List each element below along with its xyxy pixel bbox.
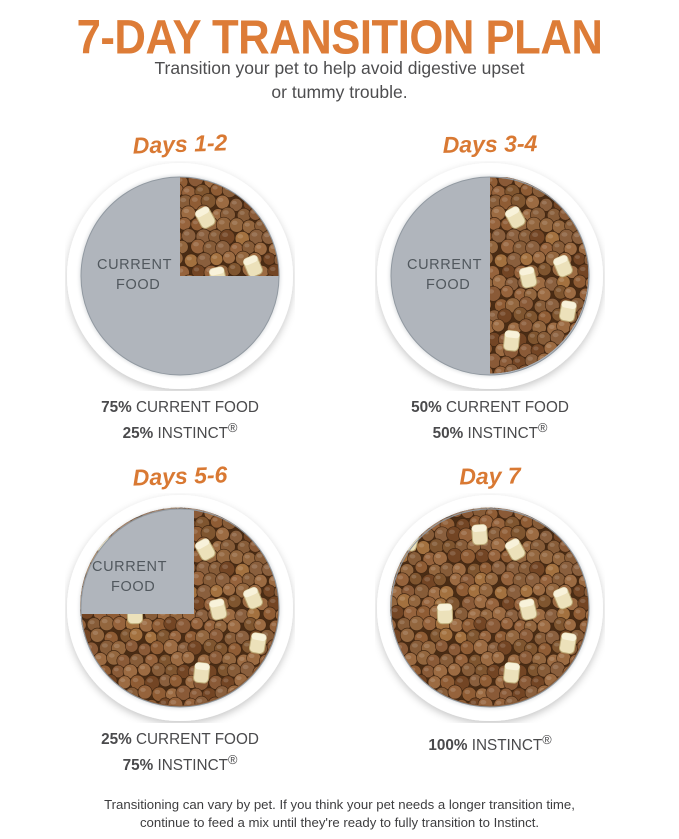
svg-text:CURRENT: CURRENT [407, 257, 482, 273]
svg-text:CURRENT: CURRENT [92, 559, 167, 575]
svg-text:CURRENT: CURRENT [97, 257, 172, 273]
svg-text:FOOD: FOOD [426, 277, 470, 293]
svg-text:FOOD: FOOD [111, 579, 155, 595]
svg-text:FOOD: FOOD [116, 277, 160, 293]
